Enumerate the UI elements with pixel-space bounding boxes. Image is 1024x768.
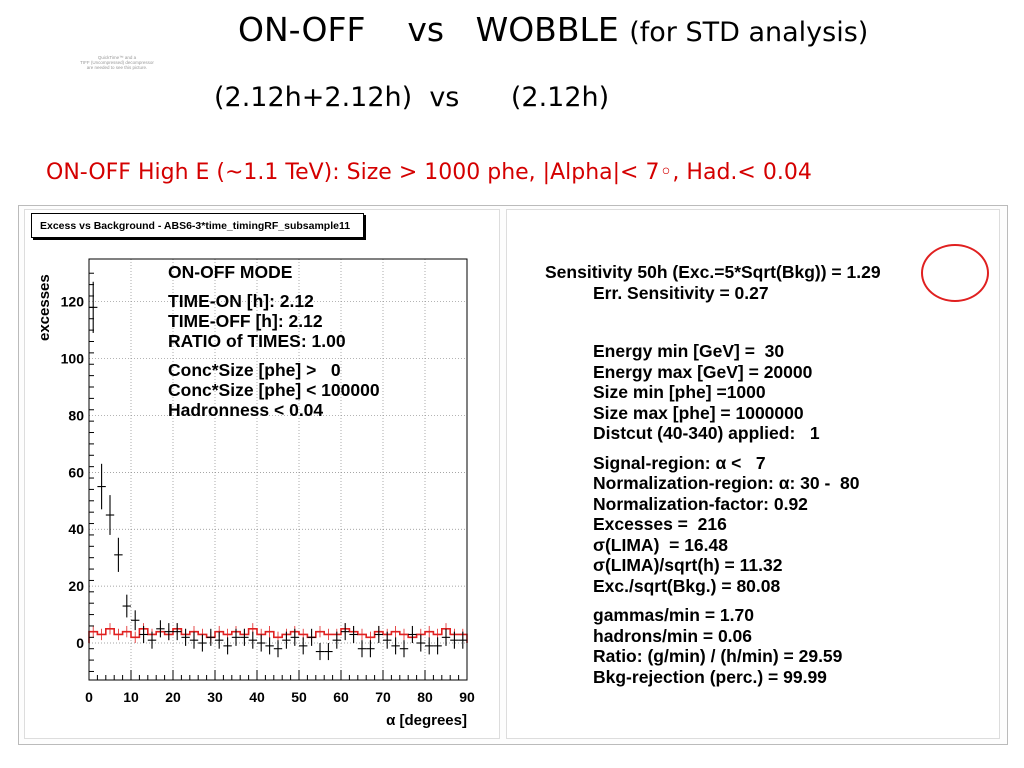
- slide-title-line2: (2.12h+2.12h) vs (2.12h): [214, 82, 610, 113]
- x-tick-label: 90: [459, 689, 475, 705]
- qt-line: TIFF (Uncompressed) decompressor: [80, 60, 154, 65]
- plot-frame: [88, 258, 468, 681]
- histogram-title: Excess vs Background - ABS6-3*time_timin…: [31, 213, 364, 238]
- mode-line: Hadronness < 0.04: [168, 400, 324, 420]
- y-tick-label: 100: [61, 351, 85, 367]
- mode-line: TIME-ON [h]: 2.12: [168, 291, 314, 311]
- result-line: Normalization-region: α: 30 - 80: [593, 473, 860, 493]
- x-tick-label: 50: [291, 689, 307, 705]
- title-main: ON-OFF vs WOBBLE: [238, 10, 619, 49]
- result-line: Excesses = 216: [593, 514, 727, 534]
- cut-description: ON-OFF High E (~1.1 TeV): Size > 1000 ph…: [46, 160, 812, 185]
- qt-line: are needed to see this picture.: [86, 65, 148, 70]
- y-tick-label: 0: [76, 635, 84, 651]
- err-sensitivity-value: Err. Sensitivity = 0.27: [593, 282, 769, 303]
- excess-points: [89, 281, 467, 661]
- cut-parameters: Energy min [GeV] = 30 Energy max [GeV] =…: [545, 341, 881, 687]
- result-line: σ(LIMA) = 16.48: [593, 534, 728, 555]
- x-axis-label: α [degrees]: [386, 712, 467, 729]
- result-line: Bkg-rejection (perc.) = 99.99: [593, 666, 827, 687]
- y-axis-label: excesses: [36, 274, 53, 341]
- mode-line: TIME-OFF [h]: 2.12: [168, 311, 323, 331]
- quicktime-placeholder: QuickTime™ and a TIFF (Uncompressed) dec…: [62, 55, 172, 70]
- y-tick-label: 60: [68, 464, 84, 480]
- x-tick-label: 70: [375, 689, 391, 705]
- sensitivity-value: Sensitivity 50h (Exc.=5*Sqrt(Bkg)) = 1.2…: [545, 262, 881, 282]
- y-tick-label: 80: [68, 407, 84, 423]
- result-line: Distcut (40-340) applied: 1: [593, 423, 820, 443]
- result-line: Signal-region: α < 7: [593, 452, 766, 473]
- result-line: Exc./sqrt(Bkg.) = 80.08: [593, 575, 781, 596]
- x-tick-label: 20: [165, 689, 181, 705]
- background-histogram: [88, 623, 468, 644]
- mode-line: ON-OFF MODE: [168, 262, 293, 282]
- x-tick-label: 40: [249, 689, 265, 705]
- background-series-line: [88, 627, 468, 644]
- result-line: Size min [phe] =1000: [593, 382, 766, 402]
- mode-statistics: ON-OFF MODE TIME-ON [h]: 2.12 TIME-OFF […: [168, 262, 380, 420]
- result-line: σ(LIMA)/sqrt(h) = 11.32: [593, 555, 783, 575]
- result-line: hadrons/min = 0.06: [593, 625, 753, 646]
- analysis-results: Sensitivity 50h (Exc.=5*Sqrt(Bkg)) = 1.2…: [545, 262, 881, 687]
- result-line: Normalization-factor: 0.92: [593, 493, 808, 514]
- result-line: gammas/min = 1.70: [593, 605, 754, 625]
- x-tick-label: 60: [333, 689, 349, 705]
- result-line: Energy min [GeV] = 30: [593, 341, 785, 361]
- result-line: Energy max [GeV] = 20000: [593, 361, 813, 382]
- x-tick-label: 30: [207, 689, 223, 705]
- y-tick-label: 40: [68, 521, 84, 537]
- y-tick-label: 120: [61, 294, 85, 310]
- x-tick-label: 0: [85, 689, 93, 705]
- title-suffix: (for STD analysis): [629, 17, 869, 48]
- mode-line: RATIO of TIMES: 1.00: [168, 331, 346, 351]
- mode-line: Conc*Size [phe] > 0: [168, 360, 341, 380]
- slide-title: ON-OFF vs WOBBLE (for STD analysis): [238, 10, 868, 49]
- results-pad: [506, 209, 1000, 739]
- mode-line: Conc*Size [phe] < 100000: [168, 380, 380, 400]
- qt-line: QuickTime™ and a: [97, 55, 137, 60]
- x-tick-label: 80: [417, 689, 433, 705]
- sensitivity-highlight-circle: [921, 244, 989, 302]
- result-line: Ratio: (g/min) / (h/min) = 29.59: [593, 646, 843, 666]
- axes: 0 10 20 30 40 50 60 70 80 90 0 20 40 60 80 100 120: [61, 272, 475, 705]
- result-line: Size max [phe] = 1000000: [593, 402, 804, 423]
- x-tick-label: 10: [123, 689, 139, 705]
- y-tick-label: 20: [68, 578, 84, 594]
